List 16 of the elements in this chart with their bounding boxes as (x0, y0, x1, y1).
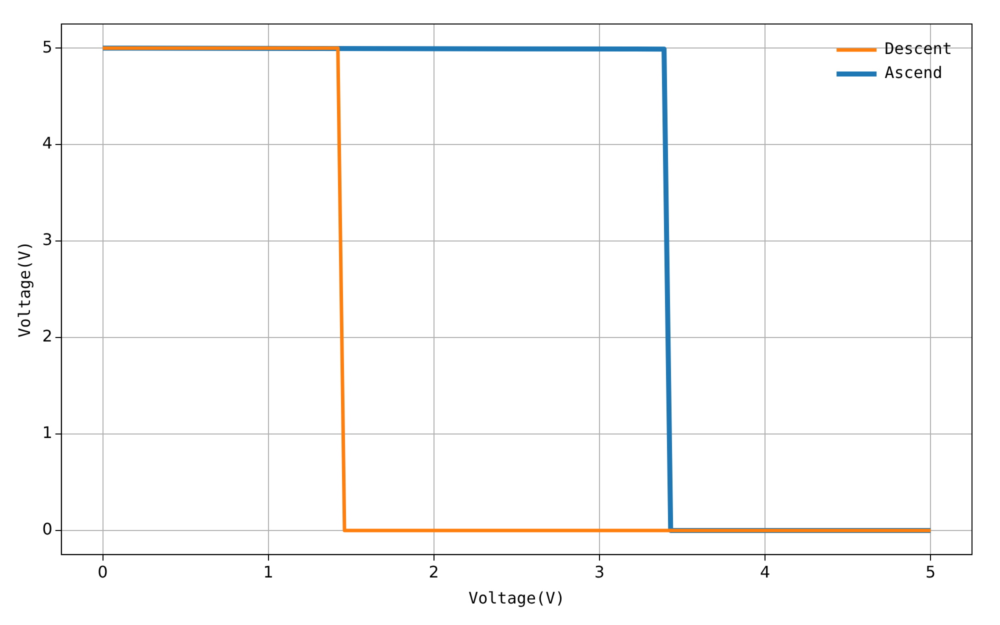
y-tick-label: 2 (42, 326, 52, 346)
legend-label: Descent (884, 39, 952, 58)
y-tick-label: 3 (42, 230, 52, 250)
y-tick-label: 5 (42, 37, 52, 56)
x-tick-label: 5 (926, 562, 936, 582)
x-tick-label: 3 (594, 562, 605, 582)
x-tick-label: 1 (263, 562, 274, 582)
y-tick-label: 4 (42, 134, 52, 153)
y-tick-label: 1 (42, 423, 52, 442)
x-tick-label: 4 (760, 562, 770, 582)
legend-label: Ascend (884, 63, 942, 82)
y-tick-label: 0 (42, 520, 52, 539)
x-axis-title: Voltage(V) (468, 588, 565, 608)
y-axis-title: Voltage(V) (14, 241, 34, 338)
x-tick-label: 2 (428, 562, 439, 582)
x-tick-label: 0 (98, 562, 108, 582)
